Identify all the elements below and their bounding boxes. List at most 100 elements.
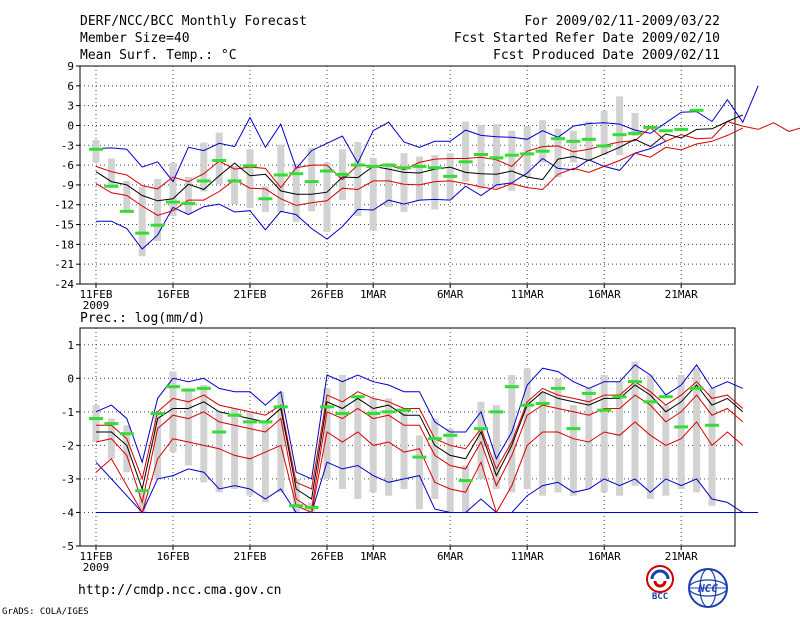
x-tick-label: 26FEB [310,550,343,563]
climatology-bar [138,186,146,257]
y-tick-label: -24 [54,278,74,291]
y-tick-label: 0 [67,119,74,132]
climatology-bar [539,391,547,496]
x-tick-label: 1MAR [360,288,387,301]
min-envelope-line [96,140,667,250]
climatology-bar [369,157,377,231]
min-envelope-line [95,461,744,514]
climatology-bar [554,378,562,493]
climatology-bar [354,395,362,500]
ncc-logo-text: NCC [697,582,718,595]
y-tick-label: 9 [67,60,74,73]
climatology-bar [708,388,716,506]
climatology-bar [462,121,470,182]
x-tick-label: 26FEB [310,288,343,301]
climatology-bar [600,374,608,493]
climatology-bar [616,381,624,496]
max-envelope-line [95,364,743,480]
climatology-bar [308,147,316,212]
climatology-bar [631,112,639,137]
x-tick-label: 6MAR [437,288,464,301]
lower-percentile-line [95,421,744,514]
spread-upper-line [95,120,800,190]
spread-lower-line [95,394,744,510]
climatology-bar [400,408,408,489]
climatology-bar [169,371,177,453]
climatology-bar [569,405,577,496]
y-tick-label: -3 [61,139,74,152]
climatology-bar [677,374,685,489]
x-tick-label: 21MAR [665,288,698,301]
climatology-bar [462,465,470,513]
climatology-bar [215,411,223,493]
climatology-bar [231,408,239,489]
climatology-bar [508,130,516,191]
x-year-label: 2009 [83,561,110,574]
climatology-bar [169,163,177,216]
climatology-bar [154,178,162,242]
climatology-bar [600,110,608,156]
grads-credit: GrADS: COLA/IGES [2,607,89,617]
climatology-bar [292,163,300,222]
climatology-bar [415,435,423,510]
ensemble-mean-line [95,114,743,202]
y-tick-label: -21 [54,258,74,271]
y-tick-label: -2 [61,439,74,452]
climatology-bar [631,361,639,486]
climatology-bar [646,374,654,500]
climatology-bar [385,163,393,207]
temperature-panel: 9 6 3 0 -3 -6 -9 -12 -15 -18 -21 -24 11FEB 16FEB 21FEB… [54,60,800,312]
x-tick-label: 1MAR [360,550,387,563]
y-tick-label: -9 [61,179,74,192]
climatology-bar [184,388,192,466]
climatology-bar [616,96,624,156]
climatology-bar [693,368,701,493]
y-tick-label: -6 [61,159,74,172]
y-tick-label: 3 [67,100,74,113]
x-tick-label: 16FEB [156,550,189,563]
y-tick-label: -12 [54,199,74,212]
climatology-bar [431,418,439,500]
x-tick-label: 16FEB [156,288,189,301]
climatology-bar [477,401,485,479]
y-tick-label: -4 [61,506,75,519]
climatology-bar [246,411,254,496]
precipitation-panel: 1 0 -1 -2 -3 -4 -5 11FEB 16FEB 21FEB 26FEB 1MAR 6MAR… [61,327,759,574]
x-tick-label: 16MAR [588,288,621,301]
climatology-bar [569,130,577,163]
max-envelope-line [95,85,759,183]
y-tick-label: -18 [54,238,74,251]
climatology-bar [323,162,331,232]
climatology-bar [585,388,593,489]
ncc-logo: NCC [688,568,728,608]
climatology-bar [92,405,100,443]
climatology-bar [492,124,500,189]
climatology-bar [431,155,439,210]
climatology-bar [585,121,593,161]
climatology-bar [446,428,454,513]
spread-lower-line [95,127,744,216]
climatology-bar [277,144,285,213]
member-size: Member Size=40 [80,31,190,46]
fcst-produced: Fcst Produced Date 2009/02/11 [493,48,720,63]
ensemble-mean-line [96,384,744,500]
x-tick-label: 11FEB [79,550,112,563]
climatology-bar [200,142,208,192]
y-tick-label: 0 [67,372,74,385]
climatology-bar [231,165,239,205]
x-tick-label: 16MAR [588,550,621,563]
x-tick-label: 21FEB [233,288,266,301]
fcst-started: Fcst Started Refer Date 2009/02/10 [454,31,720,46]
climatology-bar [154,415,162,479]
y-tick-label: -15 [54,219,74,232]
climatology-bar [246,149,254,209]
x-tick-label: 21MAR [665,550,698,563]
climatology-bar [215,132,223,185]
climatology-bar [123,425,131,473]
climatology-bar [415,156,423,201]
source-url[interactable]: http://cmdp.ncc.cma.gov.cn [78,583,282,598]
y-tick-label: -5 [61,540,74,553]
x-tick-label: 11MAR [511,550,544,563]
climatology-bar [107,158,115,187]
climatology-bar [292,478,300,513]
